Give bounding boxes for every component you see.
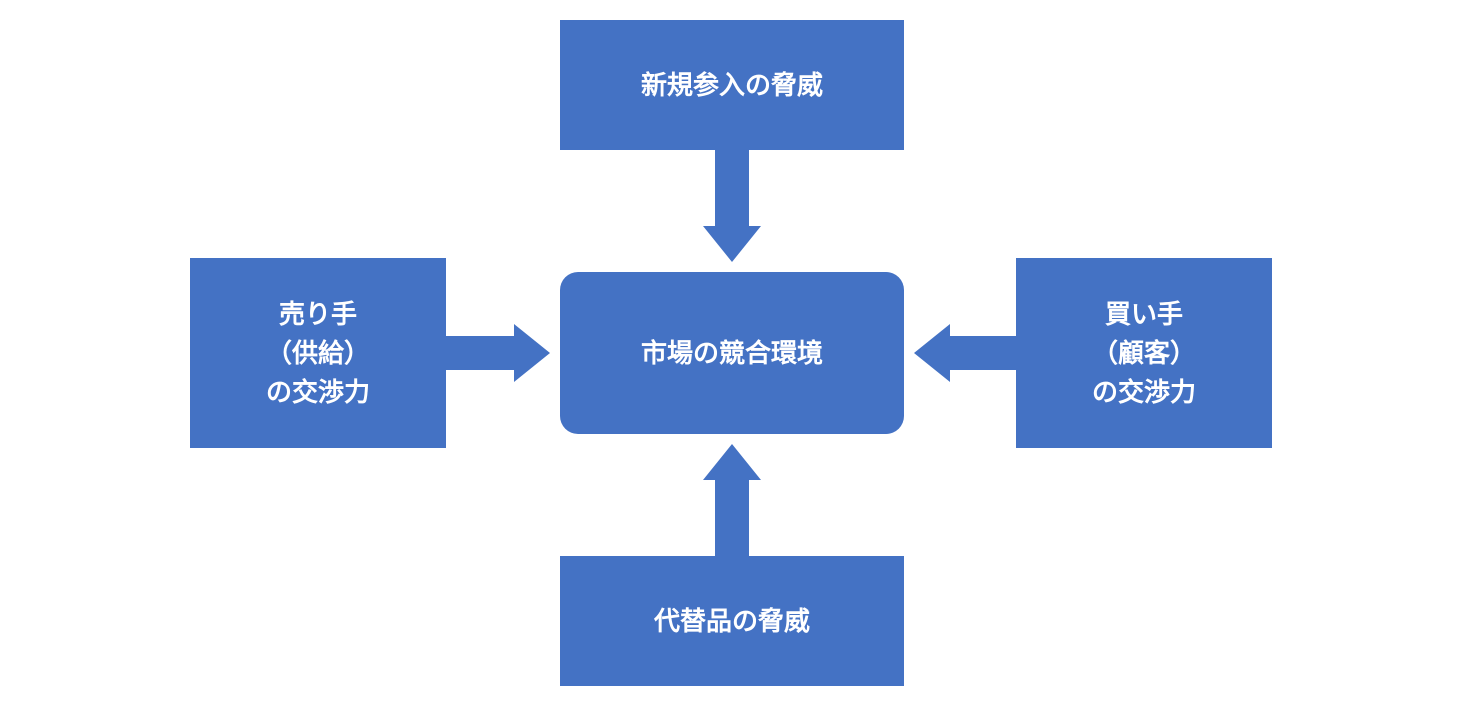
node-right: 買い手 （顧客） の交渉力 (1016, 258, 1272, 448)
node-right-label-group: 買い手 （顧客） の交渉力 (1092, 295, 1196, 412)
node-bottom-label: 代替品の脅威 (654, 602, 810, 641)
node-left: 売り手 （供給） の交渉力 (190, 258, 446, 448)
node-bottom: 代替品の脅威 (560, 556, 904, 686)
arrow-right-to-center (914, 324, 1018, 382)
node-right-label-line1: 買い手 (1092, 295, 1196, 334)
node-left-label-line3: の交渉力 (266, 373, 370, 412)
arrow-left-to-center (446, 324, 550, 382)
node-center-label: 市場の競合環境 (641, 334, 823, 373)
node-center: 市場の競合環境 (560, 272, 904, 434)
node-left-label-line1: 売り手 (266, 295, 370, 334)
node-top: 新規参入の脅威 (560, 20, 904, 150)
node-right-label-line3: の交渉力 (1092, 373, 1196, 412)
node-left-label-group: 売り手 （供給） の交渉力 (266, 295, 370, 412)
node-top-label: 新規参入の脅威 (641, 66, 823, 105)
arrow-bottom-to-center (703, 444, 761, 556)
arrow-top-to-center (703, 150, 761, 262)
node-left-label-line2: （供給） (266, 334, 370, 373)
node-right-label-line2: （顧客） (1092, 334, 1196, 373)
